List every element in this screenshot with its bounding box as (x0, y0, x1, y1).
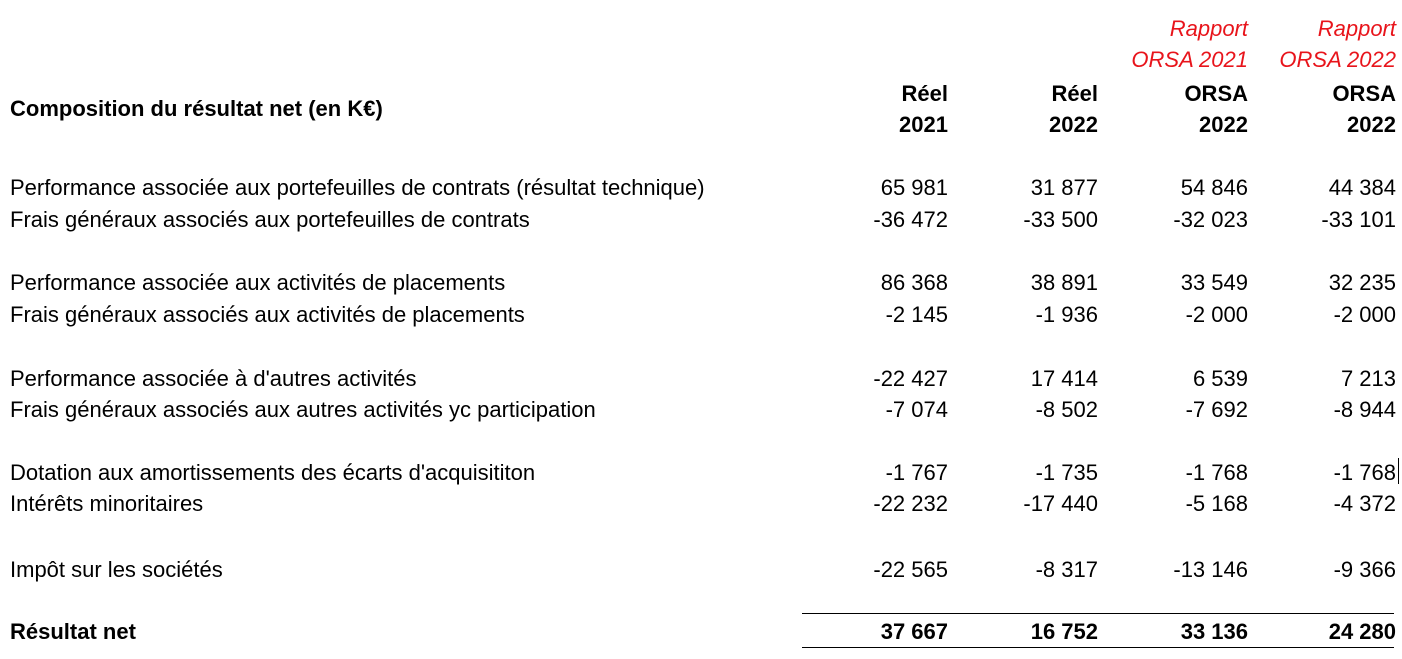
col-header-2-line2: 2022 (1049, 112, 1098, 137)
rapport-header-2022-line2: ORSA 2022 (1279, 47, 1396, 72)
row-value: -1 767 (885, 460, 948, 485)
row-value: -22 232 (873, 491, 948, 516)
row-label: Frais généraux associés aux activités de… (10, 302, 525, 327)
row-value: -8 502 (1035, 397, 1098, 422)
rapport-header-2021-line1: Rapport (1169, 16, 1248, 41)
row-value: 33 549 (1180, 270, 1248, 295)
rapport-header-2022-line1: Rapport (1317, 16, 1396, 41)
row-value: 65 981 (880, 175, 948, 200)
row-value: -32 023 (1173, 207, 1248, 232)
cell-border-mark (1398, 458, 1399, 484)
row-value: -33 500 (1023, 207, 1098, 232)
row-value: -1 768 (1185, 460, 1248, 485)
col-header-4-line1: ORSA (1332, 81, 1396, 106)
row-value: 32 235 (1328, 270, 1396, 295)
row-label: Frais généraux associés aux autres activ… (10, 397, 596, 422)
row-value: 17 414 (1030, 366, 1098, 391)
row-value: -33 101 (1321, 207, 1396, 232)
row-value: -8 944 (1333, 397, 1396, 422)
col-header-3-line1: ORSA (1184, 81, 1248, 106)
total-value: 24 280 (1328, 619, 1396, 644)
row-value: -22 427 (873, 366, 948, 391)
total-rule-bottom (802, 647, 1394, 648)
row-label: Impôt sur les sociétés (10, 557, 223, 582)
row-value: -2 000 (1333, 302, 1396, 327)
row-label: Performance associée aux portefeuilles d… (10, 175, 705, 200)
col-header-3-line2: 2022 (1199, 112, 1248, 137)
row-value: -7 692 (1185, 397, 1248, 422)
row-value: 44 384 (1328, 175, 1396, 200)
row-value: 54 846 (1180, 175, 1248, 200)
col-header-4-line2: 2022 (1347, 112, 1396, 137)
row-value: -4 372 (1333, 491, 1396, 516)
row-value: -1 768 (1333, 460, 1396, 485)
row-value: -17 440 (1023, 491, 1098, 516)
col-header-1-line2: 2021 (899, 112, 948, 137)
row-value: -13 146 (1173, 557, 1248, 582)
row-label: Frais généraux associés aux portefeuille… (10, 207, 530, 232)
row-value: 7 213 (1340, 366, 1396, 391)
row-value: 86 368 (880, 270, 948, 295)
col-header-2-line1: Réel (1051, 81, 1098, 106)
row-value: 31 877 (1030, 175, 1098, 200)
row-value: -8 317 (1035, 557, 1098, 582)
total-value: 37 667 (880, 619, 948, 644)
total-value: 16 752 (1030, 619, 1098, 644)
row-value: -1 735 (1035, 460, 1098, 485)
row-value: -7 074 (885, 397, 948, 422)
total-value: 33 136 (1180, 619, 1248, 644)
row-label: Dotation aux amortissements des écarts d… (10, 460, 536, 485)
row-value: -36 472 (873, 207, 948, 232)
row-value: -1 936 (1035, 302, 1098, 327)
row-value: -9 366 (1333, 557, 1396, 582)
table-title: Composition du résultat net (en K€) (10, 96, 383, 121)
row-value: -2 145 (885, 302, 948, 327)
row-value: 38 891 (1030, 270, 1098, 295)
rapport-header-2021-line2: ORSA 2021 (1131, 47, 1248, 72)
row-label: Performance associée à d'autres activité… (10, 366, 417, 391)
col-header-1-line1: Réel (901, 81, 948, 106)
row-value: -5 168 (1185, 491, 1248, 516)
row-value: -2 000 (1185, 302, 1248, 327)
row-label: Performance associée aux activités de pl… (10, 270, 506, 295)
row-value: -22 565 (873, 557, 948, 582)
total-label: Résultat net (10, 619, 136, 644)
row-value: 6 539 (1192, 366, 1248, 391)
total-rule-top (802, 613, 1394, 614)
row-label: Intérêts minoritaires (10, 491, 204, 516)
